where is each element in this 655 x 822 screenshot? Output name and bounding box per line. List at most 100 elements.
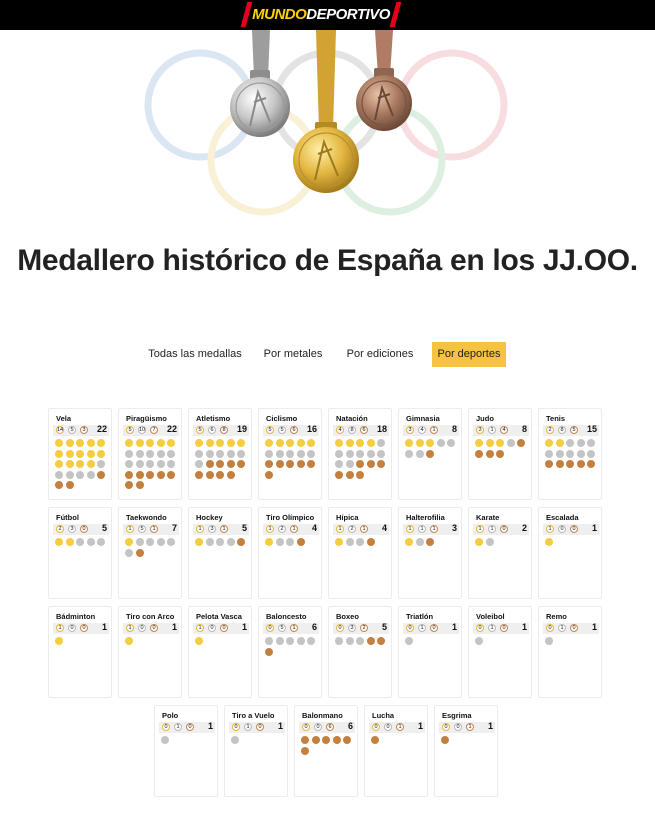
silver-medal-dot: [447, 439, 455, 447]
bronze-count: 2: [360, 624, 368, 632]
sport-card[interactable]: Lucha 0 0 1 1: [364, 705, 428, 797]
bronze-count: 1: [466, 723, 474, 731]
sport-card[interactable]: Balonmano 0 0 6 6: [294, 705, 358, 797]
silver-count: 1: [244, 723, 252, 731]
silver-medal-dot: [265, 637, 273, 645]
total-count: 1: [207, 721, 213, 731]
gold-medal-dot: [125, 637, 133, 645]
silver-medal-dot: [587, 449, 595, 458]
gold-count: 0: [476, 624, 484, 632]
bronze-count: 0: [150, 624, 158, 632]
sport-card[interactable]: Boxeo 0 3 2 5: [328, 606, 392, 698]
sport-card[interactable]: Fútbol 2 3 0 5: [48, 507, 112, 599]
total-count: 4: [311, 523, 317, 533]
sport-card[interactable]: Esgrima 0 0 1 1: [434, 705, 498, 797]
sport-card[interactable]: Voleibol 0 1 0 1: [468, 606, 532, 698]
sport-card[interactable]: Hockey 1 3 1 5: [188, 507, 252, 599]
total-count: 7: [171, 523, 177, 533]
total-count: 1: [521, 622, 527, 632]
gold-count: 1: [406, 525, 414, 533]
bronze-medal-dot: [301, 736, 309, 744]
sport-card[interactable]: Halterofilia 1 1 1 3: [398, 507, 462, 599]
bronze-medal-dot: [377, 637, 385, 645]
sport-name: Hípica: [336, 513, 359, 522]
sport-card[interactable]: Piragüismo 5 10 7 22: [118, 408, 182, 500]
sport-card[interactable]: Tenis 2 8 5 15: [538, 408, 602, 500]
sport-name: Esgrima: [442, 711, 472, 720]
bronze-medal-dot: [205, 470, 214, 479]
sport-card[interactable]: Polo 0 1 0 1: [154, 705, 218, 797]
sport-name: Gimnasia: [406, 414, 440, 423]
gold-medal-dot: [475, 538, 483, 546]
sport-card[interactable]: Karate 1 1 0 2: [468, 507, 532, 599]
medal-counts: 5 6 8 19: [193, 424, 249, 436]
silver-medal-dot: [566, 439, 574, 447]
view-tabs: Todas las medallas Por metales Por edici…: [0, 342, 655, 367]
tab-todas-las-medallas[interactable]: Todas las medallas: [148, 348, 242, 360]
tab-por-deportes[interactable]: Por deportes: [432, 342, 506, 367]
gold-medal-dot: [335, 439, 343, 447]
bronze-medal-dot: [55, 481, 63, 489]
sport-name: Polo: [162, 711, 179, 720]
gold-medal-dot: [76, 460, 84, 468]
silver-medal-dot: [156, 538, 165, 546]
silver-count: 1: [488, 426, 496, 434]
sport-card[interactable]: Gimnasia 3 4 1 8: [398, 408, 462, 500]
total-count: 1: [591, 523, 597, 533]
sport-card[interactable]: Baloncesto 0 5 1 6: [258, 606, 322, 698]
gold-count: 1: [546, 525, 554, 533]
tab-por-metales[interactable]: Por metales: [263, 348, 323, 360]
mundo-deportivo-logo[interactable]: MUNDO DEPORTIVO: [242, 2, 400, 27]
sport-card[interactable]: Hípica 1 2 1 4: [328, 507, 392, 599]
sport-name: Karate: [476, 513, 500, 522]
sport-name: Lucha: [372, 711, 395, 720]
silver-count: 0: [454, 723, 462, 731]
sport-name: Tiro con Arco: [126, 612, 175, 621]
bronze-count: 1: [360, 525, 368, 533]
total-count: 1: [277, 721, 283, 731]
sport-card[interactable]: Ciclismo 5 5 6 16: [258, 408, 322, 500]
sport-card[interactable]: Pelota Vasca 1 0 0 1: [188, 606, 252, 698]
gold-medal-dot: [65, 460, 74, 468]
silver-count: 1: [558, 624, 566, 632]
sport-card[interactable]: Tiro Olímpico 1 2 1 4: [258, 507, 322, 599]
bronze-medal-dot: [475, 449, 483, 458]
bronze-medal-dot: [125, 470, 133, 479]
sport-name: Escalada: [546, 513, 579, 522]
silver-medal-icon: [230, 30, 290, 137]
bronze-count: 1: [220, 525, 228, 533]
bronze-count: 0: [500, 624, 508, 632]
silver-medal-dot: [506, 439, 515, 447]
silver-medal-dot: [405, 637, 413, 645]
silver-medal-dot: [135, 538, 144, 546]
bronze-count: 6: [360, 426, 368, 434]
sport-name: Tenis: [546, 414, 566, 423]
sport-card[interactable]: Tiro con Arco 1 0 0 1: [118, 606, 182, 698]
sport-card[interactable]: Vela 14 5 3 22: [48, 408, 112, 500]
bronze-medal-dot: [226, 470, 235, 479]
sport-card[interactable]: Atletismo 5 6 8 19: [188, 408, 252, 500]
total-count: 2: [521, 523, 527, 533]
silver-medal-dot: [205, 538, 214, 546]
gold-medal-dot: [167, 439, 175, 447]
sport-card[interactable]: Taekwondo 1 5 1 7: [118, 507, 182, 599]
sport-card[interactable]: Remo 0 1 0 1: [538, 606, 602, 698]
tab-por-ediciones[interactable]: Por ediciones: [346, 348, 414, 360]
gold-medal-dot: [76, 439, 84, 447]
sport-card[interactable]: Escalada 1 0 0 1: [538, 507, 602, 599]
silver-medal-dot: [195, 460, 203, 468]
bronze-medal-dot: [275, 460, 284, 468]
sport-card[interactable]: Triatlón 0 1 0 1: [398, 606, 462, 698]
total-count: 1: [101, 622, 107, 632]
sport-card[interactable]: Natación 4 8 6 18: [328, 408, 392, 500]
sport-card[interactable]: Tiro a Vuelo 0 1 0 1: [224, 705, 288, 797]
sport-card[interactable]: Judo 3 1 4 8: [468, 408, 532, 500]
gold-count: 5: [266, 426, 274, 434]
bronze-count: 0: [500, 525, 508, 533]
bronze-medal-dot: [366, 460, 375, 468]
sport-card[interactable]: Bádminton 1 0 0 1: [48, 606, 112, 698]
